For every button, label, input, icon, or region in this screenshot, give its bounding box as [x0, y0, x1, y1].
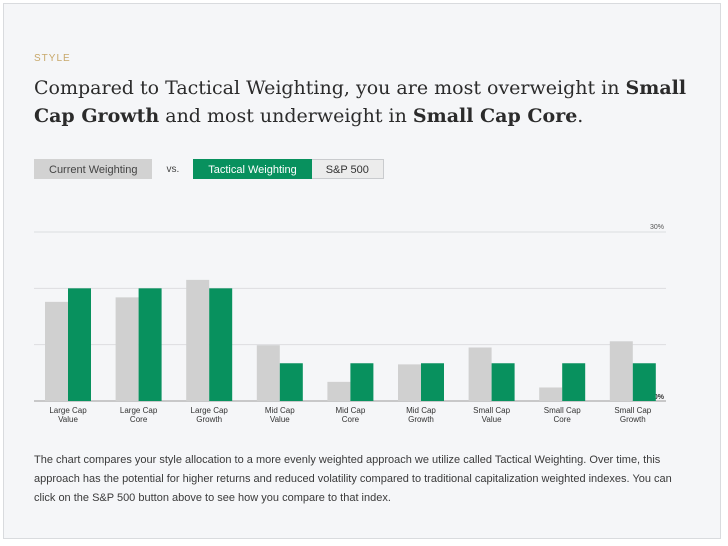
x-tick-label: Large Cap: [49, 406, 87, 415]
bar-current-weighting: [327, 381, 351, 401]
headline-part-1: Compared to Tactical Weighting, you are …: [34, 77, 626, 99]
headline-part-2: and most underweight in: [159, 105, 413, 127]
x-tick-label: Mid Cap: [265, 406, 295, 415]
tactical-weighting-button[interactable]: Tactical Weighting: [193, 159, 312, 179]
vs-label: vs.: [166, 163, 180, 175]
bar-tactical-weighting: [209, 288, 233, 401]
bar-tactical-weighting: [68, 288, 91, 401]
style-card: STYLE Compared to Tactical Weighting, yo…: [3, 3, 721, 539]
bar-tactical-weighting: [562, 363, 586, 401]
x-tick-label: Growth: [620, 415, 646, 424]
x-tick-label: Growth: [408, 415, 434, 424]
x-tick-label: Mid Cap: [336, 406, 366, 415]
bar-tactical-weighting: [491, 363, 515, 401]
y-tick-label-min: 0%: [654, 394, 665, 401]
x-tick-label: Small Cap: [614, 406, 651, 415]
x-tick-label: Small Cap: [473, 406, 510, 415]
x-tick-label: Mid Cap: [406, 406, 436, 415]
bar-current-weighting: [468, 347, 492, 401]
bar-tactical-weighting: [421, 363, 444, 401]
x-tick-label: Large Cap: [120, 406, 158, 415]
bar-current-weighting: [539, 387, 563, 401]
x-tick-label: Growth: [196, 415, 222, 424]
x-tick-label: Value: [482, 415, 502, 424]
sp500-button[interactable]: S&P 500: [311, 159, 384, 179]
x-tick-label: Core: [342, 415, 360, 424]
bar-current-weighting: [186, 279, 210, 401]
x-tick-label: Value: [58, 415, 78, 424]
section-eyebrow: STYLE: [34, 53, 71, 64]
chart-description: The chart compares your style allocation…: [34, 454, 672, 504]
headline: Compared to Tactical Weighting, you are …: [34, 74, 704, 130]
bar-current-weighting: [45, 301, 68, 401]
headline-overweight: Small Cap Growth: [34, 77, 687, 127]
headline-part-3: .: [577, 105, 584, 127]
comparison-controls: Current Weighting vs. Tactical Weighting…: [34, 159, 384, 179]
x-tick-label: Large Cap: [191, 406, 229, 415]
headline-underweight: Small Cap Core: [412, 105, 578, 127]
x-tick-label: Small Cap: [544, 406, 581, 415]
x-tick-label: Value: [270, 415, 290, 424]
bar-tactical-weighting: [138, 288, 162, 401]
bar-current-weighting: [609, 341, 633, 401]
bar-current-weighting: [398, 364, 421, 401]
y-tick-label-max: 30%: [650, 224, 664, 231]
bar-tactical-weighting: [632, 363, 656, 401]
x-tick-label: Core: [554, 415, 572, 424]
bar-current-weighting: [256, 345, 280, 401]
bar-tactical-weighting: [279, 363, 303, 401]
x-tick-label: Core: [130, 415, 148, 424]
bar-tactical-weighting: [350, 363, 374, 401]
current-weighting-button[interactable]: Current Weighting: [34, 159, 153, 179]
bar-current-weighting: [115, 297, 139, 401]
